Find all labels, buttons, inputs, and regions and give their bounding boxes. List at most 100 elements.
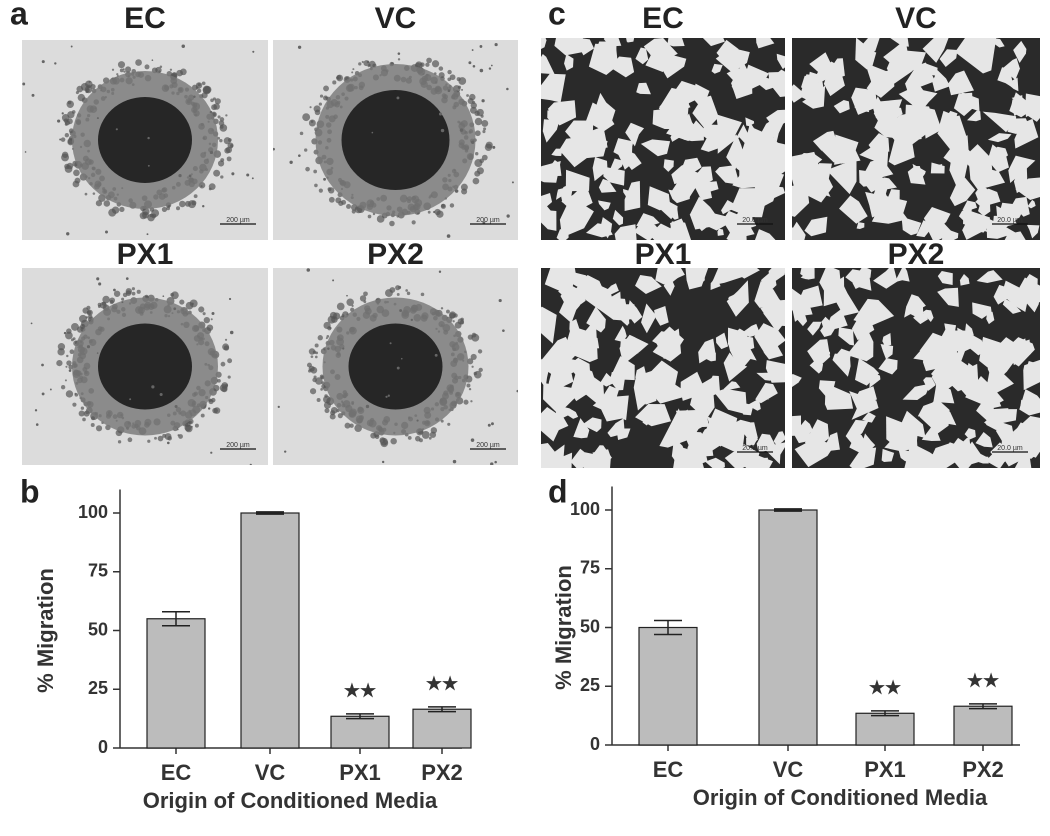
pore-gap (912, 163, 926, 179)
cell (201, 81, 206, 86)
pore-gap (692, 95, 719, 131)
cell (447, 69, 452, 75)
debris (346, 294, 348, 297)
pore-gap (636, 213, 660, 227)
debris (59, 138, 62, 141)
debris (96, 277, 100, 281)
pore-gap (792, 425, 811, 444)
cell (351, 71, 354, 74)
cell (302, 113, 311, 122)
cell (326, 334, 330, 338)
cell (440, 307, 444, 310)
cell (310, 366, 318, 374)
pore-gap (792, 189, 810, 217)
bar (855, 712, 915, 746)
cell (315, 377, 323, 385)
pore-gap (976, 398, 996, 424)
significance-marker: ★★ (426, 674, 459, 694)
cell (225, 114, 228, 117)
cell (220, 175, 224, 179)
pore-gap (624, 180, 641, 211)
cell (305, 166, 310, 172)
x-tick-label: PX1 (864, 757, 906, 782)
cell (195, 86, 199, 90)
cell (212, 97, 217, 101)
cell (125, 66, 132, 73)
cell (72, 337, 76, 341)
pore-gap (726, 280, 749, 317)
pore-gap (592, 449, 611, 465)
cell (337, 413, 343, 419)
pore-gap (853, 386, 877, 406)
pore-gap (663, 280, 675, 296)
cell (214, 98, 221, 105)
cell (203, 316, 210, 324)
y-tick-label: 25 (580, 675, 600, 695)
cell (56, 359, 63, 367)
debris (54, 62, 57, 65)
pore-gap (846, 328, 874, 362)
pore-gap (995, 337, 1015, 353)
cell (425, 62, 430, 67)
micrograph: 20.0 µm (792, 38, 1040, 240)
pore-gap (688, 268, 705, 286)
pore-gap (689, 417, 707, 431)
pore-gap (833, 99, 850, 114)
cell (220, 158, 225, 162)
cell (87, 87, 90, 91)
pore-gap (984, 417, 998, 428)
y-tick-label: 25 (88, 678, 108, 698)
pore-gap (910, 108, 928, 134)
cell (79, 314, 87, 323)
pore-gap (941, 228, 959, 240)
pore-gap (559, 296, 581, 324)
cell (176, 206, 181, 211)
cell (119, 68, 124, 73)
pore-gap (1026, 224, 1040, 239)
debris (381, 460, 385, 464)
debris (385, 395, 388, 398)
cell (406, 291, 411, 296)
pore-gap (640, 139, 671, 157)
pore-gap (807, 321, 822, 336)
cell (73, 169, 80, 177)
cell (314, 355, 318, 359)
cell (467, 358, 474, 365)
debris (490, 64, 493, 67)
cell (111, 206, 120, 214)
pore-gap (1014, 118, 1039, 149)
pore-gap (826, 158, 857, 195)
debris (492, 145, 496, 149)
cell (167, 436, 172, 441)
pore-gap (859, 38, 880, 57)
cell (323, 85, 329, 92)
cell (460, 317, 464, 322)
cell (328, 187, 335, 194)
cell (466, 94, 469, 97)
cell (227, 358, 233, 364)
pore-gap (902, 383, 931, 401)
debris (298, 154, 301, 157)
pore-gap (660, 201, 678, 220)
pore-gap (715, 332, 729, 350)
debris (193, 95, 196, 98)
pore-gap (814, 59, 834, 83)
cell (449, 203, 455, 208)
pore-gap (541, 161, 561, 183)
pore-gap (688, 437, 708, 466)
cell (361, 60, 364, 64)
cell (76, 326, 84, 333)
pore-gap (921, 425, 941, 442)
error-bar (162, 610, 190, 627)
cell (161, 206, 168, 213)
pore-gap (961, 91, 980, 112)
pore-gap (771, 69, 785, 89)
pore-gap (766, 121, 784, 142)
cell (69, 349, 75, 354)
debris (228, 297, 232, 301)
cell (226, 156, 232, 162)
cell (396, 293, 400, 296)
pore-gap (776, 53, 785, 70)
error-bar (969, 703, 997, 710)
pore-gap (975, 188, 1001, 208)
